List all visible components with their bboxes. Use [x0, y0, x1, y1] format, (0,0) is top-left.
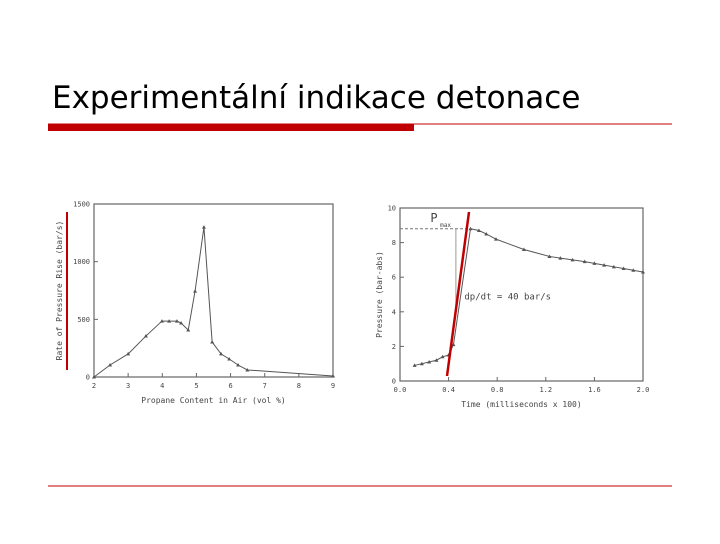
- plot-frame: [399, 207, 644, 382]
- plot-frame: [93, 203, 334, 378]
- x-axis-label: Propane Content in Air (vol %): [141, 396, 286, 405]
- data-point: [621, 266, 626, 271]
- data-point: [521, 247, 526, 252]
- data-point: [427, 359, 432, 364]
- x-tick-label: 0.8: [491, 386, 504, 394]
- y-tick-label: 8: [392, 239, 396, 247]
- y-tick-label: 2: [392, 343, 396, 351]
- data-point: [476, 228, 481, 232]
- x-tick-label: 3: [126, 382, 130, 390]
- data-point: [592, 261, 597, 265]
- data-point: [245, 367, 250, 372]
- data-point: [193, 289, 198, 293]
- x-tick-label: 8: [297, 382, 301, 390]
- data-line: [414, 228, 644, 366]
- data-point: [143, 334, 148, 338]
- data-point: [493, 237, 498, 241]
- x-tick-label: 7: [263, 382, 267, 390]
- y-tick-label: 6: [392, 274, 396, 282]
- data-point: [570, 257, 575, 262]
- data-point: [179, 321, 184, 325]
- x-tick-label: 2: [92, 382, 96, 390]
- annotation: P: [430, 211, 437, 225]
- data-point: [412, 363, 417, 367]
- data-point: [484, 231, 489, 236]
- data-point: [602, 263, 607, 267]
- x-tick-label: 5: [194, 382, 198, 390]
- data-point: [419, 361, 424, 366]
- slide-title: Experimentální indikace detonace: [52, 80, 580, 116]
- x-tick-label: 2.0: [637, 386, 650, 394]
- data-point: [631, 268, 636, 272]
- data-point: [641, 270, 645, 274]
- data-point: [186, 328, 191, 332]
- data-point: [611, 264, 616, 269]
- data-point: [159, 319, 164, 323]
- data-point: [219, 351, 224, 356]
- tangent-line: [445, 211, 471, 377]
- data-point: [331, 373, 335, 378]
- annotation: dp/dt = 40 bar/s: [464, 293, 551, 303]
- data-point: [582, 259, 587, 264]
- data-point: [227, 357, 232, 361]
- data-point: [440, 354, 445, 359]
- y-axis-label: Rate of Pressure Rise (bar/s): [55, 221, 64, 361]
- data-point: [108, 363, 113, 367]
- y-axis-label: Pressure (bar-abs): [375, 251, 384, 338]
- title-bar: [48, 124, 414, 131]
- data-line: [93, 226, 334, 378]
- x-axis-label: Time (milliseconds x 100): [461, 400, 581, 409]
- y-tick-label: 4: [392, 308, 396, 316]
- y-tick-label: 0: [86, 374, 90, 382]
- x-tick-label: 6: [228, 382, 232, 390]
- data-point: [92, 375, 96, 379]
- data-point: [451, 342, 456, 347]
- data-point: [201, 225, 206, 229]
- x-tick-label: 0.0: [394, 386, 407, 394]
- y-tick-label: 1500: [73, 201, 90, 209]
- y-tick-label: 0: [392, 378, 396, 386]
- data-point: [558, 256, 563, 260]
- x-tick-label: 1.2: [539, 386, 552, 394]
- data-point: [547, 254, 552, 258]
- x-tick-label: 9: [331, 382, 335, 390]
- x-tick-label: 4: [160, 382, 164, 390]
- annotation: max: [440, 222, 451, 229]
- data-point: [236, 363, 241, 367]
- x-tick-label: 1.6: [588, 386, 601, 394]
- data-point: [167, 319, 172, 323]
- y-tick-label: 500: [77, 316, 90, 324]
- data-point: [210, 340, 215, 344]
- x-tick-label: 0.4: [442, 386, 455, 394]
- data-point: [174, 319, 179, 323]
- y-tick-label: 10: [388, 205, 396, 213]
- data-point: [126, 351, 131, 356]
- y-tick-label: 1000: [73, 258, 90, 266]
- data-point: [434, 358, 439, 362]
